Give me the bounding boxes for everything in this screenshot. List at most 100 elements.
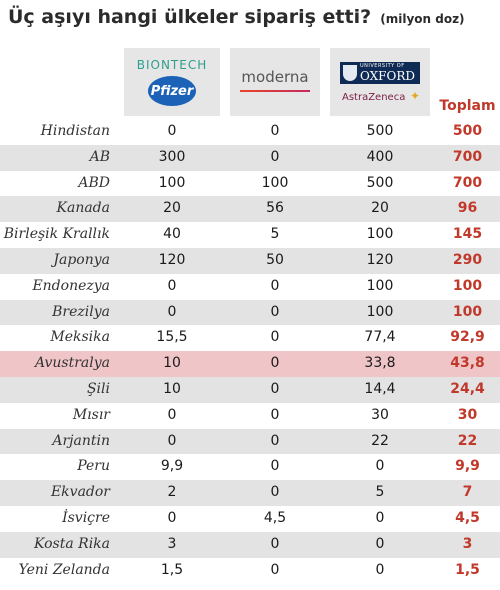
astrazeneca-value: 100 [366, 226, 394, 243]
country-label: Meksika [50, 329, 110, 346]
astrazeneca-value: 0 [375, 535, 385, 552]
moderna-value: 0 [270, 355, 280, 372]
moderna-value: 0 [270, 535, 280, 552]
total-value: 92,9 [450, 329, 485, 346]
country-label: İsviçre [62, 509, 110, 526]
table-row: Hindistan 0 0 500 500 [0, 119, 500, 145]
country-label: Endonezya [32, 277, 110, 294]
total-value: 22 [457, 432, 478, 449]
country-label: Hindistan [40, 123, 110, 139]
total-value: 100 [452, 277, 483, 294]
table-row: Ekvador 2 0 5 7 [0, 480, 500, 506]
country-label: Yeni Zelanda [18, 561, 110, 578]
total-value: 1,5 [455, 561, 480, 578]
pfizer-value: 0 [167, 123, 177, 139]
astrazeneca-value: 100 [366, 303, 394, 320]
pfizer-wordmark: Pfizer [150, 83, 194, 99]
pfizer-value: 3 [167, 535, 177, 552]
moderna-value: 0 [270, 277, 280, 294]
astrazeneca-value: 500 [366, 123, 394, 139]
country-label: Arjantin [52, 432, 110, 449]
country-label: Avustralya [34, 355, 110, 372]
astrazeneca-symbol-icon: ✦ [410, 89, 421, 103]
moderna-value: 50 [266, 251, 284, 268]
oxford-university-text: UNIVERSITY OF [360, 63, 405, 69]
table-row: İsviçre 0 4,5 0 4,5 [0, 506, 500, 532]
pfizer-value: 120 [158, 251, 186, 268]
moderna-value: 0 [270, 303, 280, 320]
total-value: 100 [452, 303, 483, 320]
country-label: Şili [86, 380, 110, 397]
total-value: 145 [452, 226, 483, 243]
astrazeneca-value: 5 [375, 484, 385, 501]
chart-title: Üç aşıyı hangi ülkeler sipariş etti? (mi… [8, 6, 465, 28]
oxford-wordmark: OXFORD [360, 69, 415, 83]
total-value: 43,8 [450, 355, 485, 372]
moderna-value: 0 [270, 380, 280, 397]
astrazeneca-value: 400 [366, 148, 394, 165]
country-label: Kosta Rika [34, 535, 110, 552]
total-value: 96 [457, 200, 478, 217]
pfizer-value: 20 [163, 200, 181, 217]
moderna-logo: moderna [230, 48, 320, 116]
moderna-value: 0 [270, 432, 280, 449]
table-row: Şili 10 0 14,4 24,4 [0, 376, 500, 403]
table-row: Kanada 20 56 20 96 [0, 196, 500, 223]
moderna-value: 0 [270, 561, 280, 578]
astrazeneca-value: 33,8 [364, 355, 396, 372]
astrazeneca-value: 77,4 [364, 329, 396, 346]
astrazeneca-value: 0 [375, 561, 385, 578]
total-value: 24,4 [450, 380, 485, 397]
country-label: Birleşik Krallık [3, 226, 110, 243]
total-value: 30 [457, 406, 478, 423]
total-value: 4,5 [455, 509, 480, 526]
moderna-underline [240, 90, 310, 92]
moderna-value: 100 [261, 174, 289, 191]
moderna-value: 0 [270, 329, 280, 346]
moderna-value: 56 [266, 200, 284, 217]
table-row: Peru 9,9 0 0 9,9 [0, 454, 500, 480]
pfizer-value: 10 [163, 380, 181, 397]
country-label: Japonya [53, 251, 110, 268]
oxford-astrazeneca-logo: UNIVERSITY OF OXFORD AstraZeneca ✦ [330, 48, 430, 116]
total-value: 3 [462, 535, 473, 552]
pfizer-oval-icon: Pfizer [148, 76, 196, 106]
total-value: 9,9 [455, 458, 480, 475]
moderna-value: 0 [270, 148, 280, 165]
vaccine-orders-table: Hindistan 0 0 500 500 AB 300 0 400 700 ABD 100 100 50… [0, 119, 500, 583]
table-row: Japonya 120 50 120 290 [0, 247, 500, 274]
pfizer-value: 100 [158, 174, 186, 191]
table-row: Mısır 0 0 30 30 [0, 403, 500, 429]
table-row: Kosta Rika 3 0 0 3 [0, 531, 500, 558]
pfizer-value: 0 [167, 432, 177, 449]
total-value: 500 [452, 123, 483, 139]
total-value: 700 [452, 174, 483, 191]
table-row: Birleşik Krallık 40 5 100 145 [0, 222, 500, 248]
biontech-pfizer-logo: BIONTECH Pfizer [124, 48, 220, 116]
moderna-value: 0 [270, 406, 280, 423]
country-label: Mısır [72, 406, 110, 423]
pfizer-value: 1,5 [160, 561, 184, 578]
astrazeneca-value: 30 [371, 406, 389, 423]
moderna-value: 0 [270, 458, 280, 475]
total-column-header: Toplam [439, 98, 496, 114]
astrazeneca-value: 500 [366, 174, 394, 191]
pfizer-value: 15,5 [156, 329, 188, 346]
moderna-value: 5 [270, 226, 280, 243]
oxford-banner: UNIVERSITY OF OXFORD [340, 62, 420, 84]
country-label: Kanada [56, 200, 110, 217]
table-row: AB 300 0 400 700 [0, 144, 500, 171]
pfizer-value: 0 [167, 303, 177, 320]
pfizer-value: 0 [167, 406, 177, 423]
pfizer-value: 10 [163, 355, 181, 372]
oxford-crest-icon [343, 65, 357, 81]
total-value: 290 [452, 251, 483, 268]
pfizer-value: 9,9 [160, 458, 184, 475]
title-unit: (milyon doz) [380, 12, 465, 26]
country-label: Ekvador [50, 484, 110, 501]
astrazeneca-value: 14,4 [364, 380, 396, 397]
total-value: 7 [462, 484, 473, 501]
pfizer-value: 0 [167, 277, 177, 294]
table-row: Endonezya 0 0 100 100 [0, 274, 500, 300]
astrazeneca-value: 22 [371, 432, 389, 449]
